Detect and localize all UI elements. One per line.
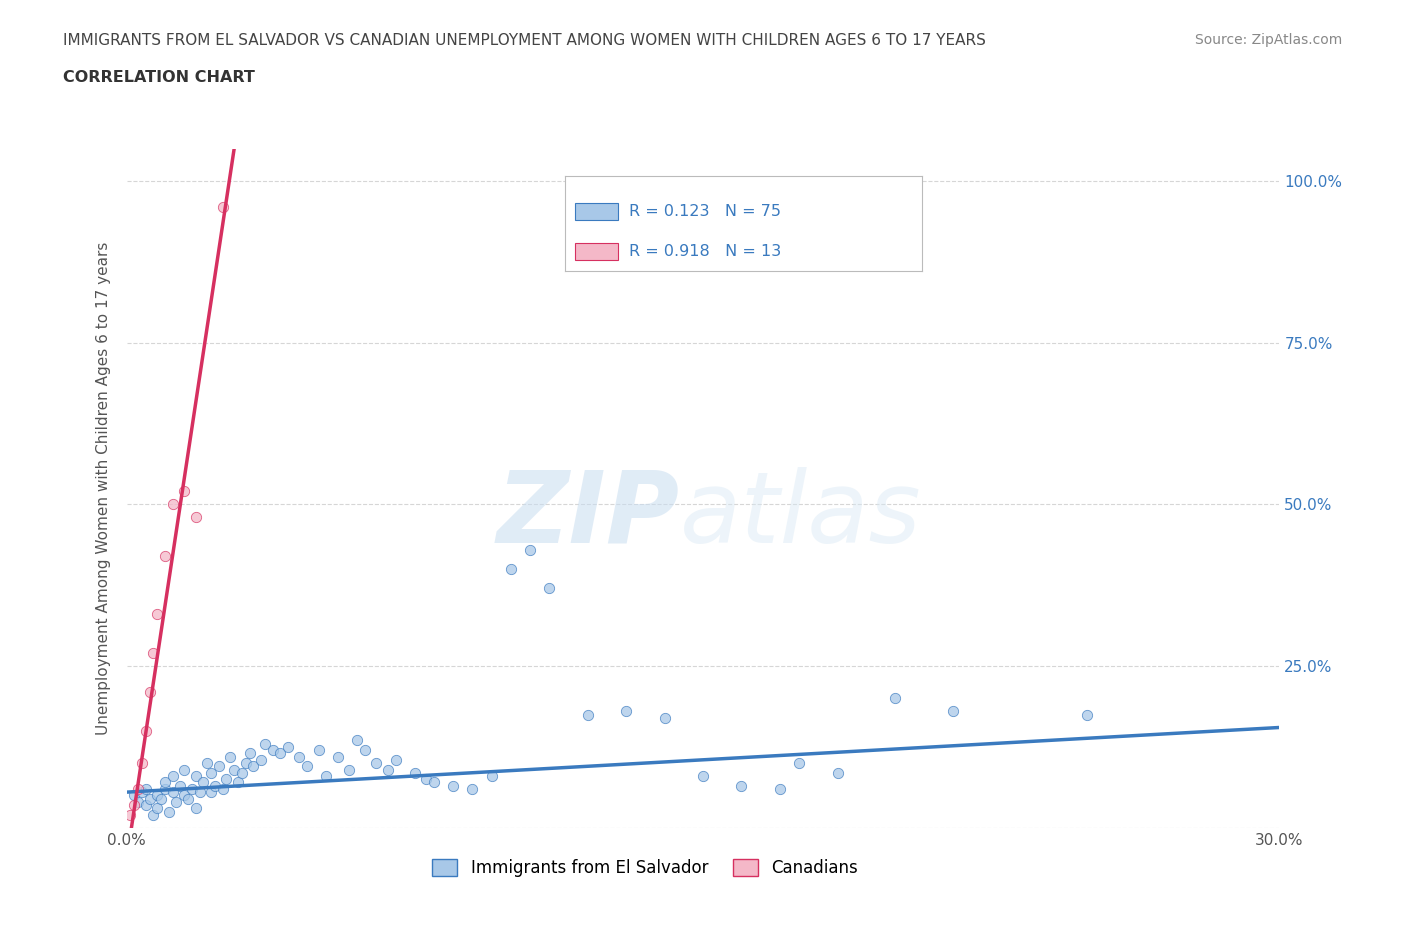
Point	[262, 743, 284, 758]
Point	[200, 765, 222, 780]
Point	[131, 755, 153, 770]
Point	[481, 768, 503, 783]
Point	[138, 684, 160, 699]
Point	[326, 750, 349, 764]
Point	[146, 801, 169, 816]
Point	[366, 755, 388, 770]
Point	[423, 775, 446, 790]
Point	[538, 581, 561, 596]
Point	[153, 775, 176, 790]
Text: IMMIGRANTS FROM EL SALVADOR VS CANADIAN UNEMPLOYMENT AMONG WOMEN WITH CHILDREN A: IMMIGRANTS FROM EL SALVADOR VS CANADIAN …	[63, 33, 986, 47]
Point	[339, 762, 361, 777]
Point	[295, 759, 318, 774]
Point	[787, 755, 810, 770]
Legend: Immigrants from El Salvador, Canadians: Immigrants from El Salvador, Canadians	[426, 853, 865, 884]
Y-axis label: Unemployment Among Women with Children Ages 6 to 17 years: Unemployment Among Women with Children A…	[96, 242, 111, 735]
Point	[315, 768, 337, 783]
Point	[519, 542, 541, 557]
Point	[242, 759, 264, 774]
Point	[157, 804, 180, 819]
Point	[193, 775, 215, 790]
Text: ZIP: ZIP	[496, 467, 681, 564]
Point	[353, 743, 375, 758]
Point	[461, 781, 484, 796]
Point	[208, 759, 231, 774]
Text: atlas: atlas	[681, 467, 921, 564]
Text: R = 0.123   N = 75: R = 0.123 N = 75	[628, 204, 780, 219]
Point	[614, 704, 637, 719]
Point	[769, 781, 792, 796]
Point	[499, 562, 522, 577]
Point	[122, 788, 145, 803]
Point	[211, 781, 233, 796]
Bar	[575, 243, 619, 259]
Point	[827, 765, 849, 780]
Point	[253, 737, 276, 751]
Point	[188, 785, 211, 800]
Point	[180, 781, 202, 796]
Point	[211, 200, 233, 215]
Point	[127, 794, 149, 809]
Point	[730, 778, 752, 793]
Point	[142, 807, 165, 822]
Point	[238, 746, 260, 761]
Point	[235, 755, 257, 770]
Point	[200, 785, 222, 800]
Point	[308, 743, 330, 758]
Point	[166, 794, 188, 809]
Point	[1076, 707, 1098, 722]
Point	[162, 497, 184, 512]
Text: CORRELATION CHART: CORRELATION CHART	[63, 70, 254, 85]
Point	[231, 765, 253, 780]
Point	[226, 775, 249, 790]
Point	[146, 607, 169, 622]
Point	[269, 746, 291, 761]
Point	[153, 549, 176, 564]
Point	[162, 768, 184, 783]
Point	[177, 791, 200, 806]
Point	[142, 645, 165, 660]
Point	[288, 750, 311, 764]
Point	[131, 785, 153, 800]
Point	[942, 704, 965, 719]
Point	[173, 484, 195, 498]
Point	[441, 778, 464, 793]
Point	[169, 778, 191, 793]
Point	[415, 772, 437, 787]
Point	[204, 778, 226, 793]
Point	[346, 733, 368, 748]
Point	[184, 801, 207, 816]
Point	[135, 724, 157, 738]
Text: R = 0.918   N = 13: R = 0.918 N = 13	[628, 244, 782, 259]
Point	[654, 711, 676, 725]
Point	[215, 772, 238, 787]
Point	[250, 752, 273, 767]
Text: Source: ZipAtlas.com: Source: ZipAtlas.com	[1195, 33, 1343, 46]
Point	[138, 791, 160, 806]
Point	[122, 798, 145, 813]
Point	[377, 762, 399, 777]
Point	[135, 798, 157, 813]
Point	[692, 768, 714, 783]
Point	[162, 785, 184, 800]
Point	[153, 781, 176, 796]
Point	[277, 739, 299, 754]
Point	[135, 781, 157, 796]
Point	[224, 762, 246, 777]
Point	[195, 755, 218, 770]
Point	[184, 510, 207, 525]
Point	[184, 768, 207, 783]
Point	[173, 762, 195, 777]
Point	[150, 791, 173, 806]
Point	[173, 788, 195, 803]
Point	[120, 807, 142, 822]
Bar	[575, 203, 619, 219]
Point	[884, 691, 907, 706]
Point	[146, 788, 169, 803]
Point	[127, 781, 149, 796]
Point	[576, 707, 599, 722]
Point	[384, 752, 406, 767]
Point	[219, 750, 242, 764]
Point	[404, 765, 426, 780]
